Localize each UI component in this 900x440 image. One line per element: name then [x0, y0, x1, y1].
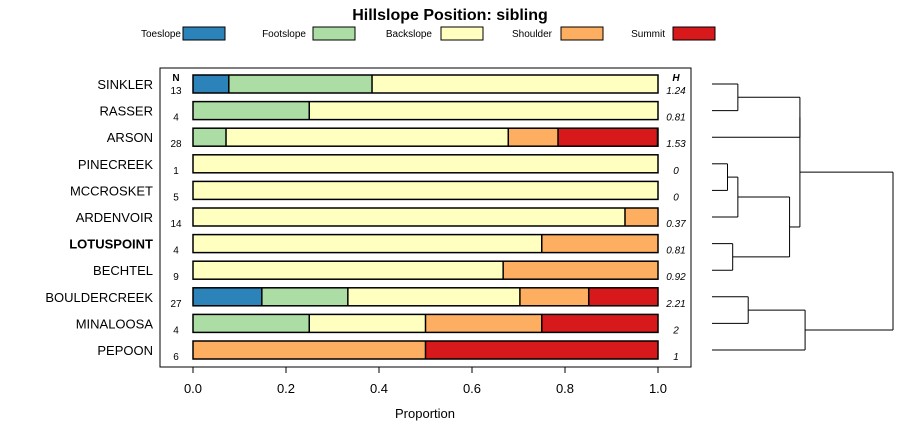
- bar-outline-mccrosket: [192, 180, 659, 201]
- n-value-rasser: 4: [173, 113, 179, 124]
- bar-outline-rasser: [192, 100, 659, 121]
- legend-swatch-footslope: [312, 26, 356, 41]
- h-value-minaloosa: 2: [672, 325, 679, 336]
- row-label-sinkler: SINKLER: [97, 77, 153, 92]
- bar-rasser-backslope: [309, 101, 658, 120]
- bar-mccrosket-backslope: [193, 181, 658, 200]
- bar-ardenvoir-backslope: [193, 208, 625, 226]
- plot-panel: [159, 67, 692, 368]
- bar-pepoon-summit: [425, 341, 658, 359]
- legend-label-toeslope: Toeslope: [141, 29, 181, 40]
- bar-bechtel-backslope: [193, 261, 504, 280]
- n-value-ardenvoir: 14: [170, 219, 182, 230]
- bar-sinkler-toeslope: [193, 75, 229, 93]
- bar-minaloosa-footslope: [193, 314, 310, 333]
- bar-outline-pinecreek: [192, 154, 659, 174]
- h-value-bouldercreek: 2.21: [665, 299, 685, 310]
- n-value-arson: 28: [170, 139, 182, 150]
- bar-pepoon-shoulder: [193, 341, 426, 359]
- row-label-arson: ARSON: [107, 130, 153, 145]
- x-tick-label-3: 0.6: [463, 381, 481, 396]
- x-tick-label-5: 1.0: [649, 381, 667, 396]
- bar-arson-backslope: [226, 128, 509, 147]
- row-label-lotuspoint: LOTUSPOINT: [69, 237, 153, 252]
- bar-outline-bouldercreek: [192, 287, 659, 307]
- n-header: N: [172, 73, 179, 84]
- n-value-sinkler: 13: [170, 86, 182, 97]
- bar-ardenvoir-shoulder: [624, 208, 658, 226]
- bar-pinecreek-backslope: [193, 154, 658, 173]
- n-value-pepoon: 6: [173, 352, 179, 363]
- bar-outline-sinkler: [192, 74, 659, 94]
- bar-bechtel-shoulder: [503, 261, 658, 280]
- bar-outline-bechtel: [192, 260, 659, 280]
- row-label-bechtel: BECHTEL: [93, 263, 153, 278]
- bar-outline-ardenvoir: [192, 207, 659, 227]
- h-value-lotuspoint: 0.81: [666, 246, 685, 257]
- h-value-bechtel: 0.92: [666, 272, 686, 283]
- h-value-ardenvoir: 0.37: [666, 219, 686, 230]
- bar-lotuspoint-shoulder: [541, 234, 658, 253]
- row-label-bouldercreek: BOULDERCREEK: [45, 290, 153, 305]
- bar-bouldercreek-summit: [588, 287, 658, 306]
- bar-sinkler-footslope: [228, 75, 373, 93]
- x-tick-label-1: 0.2: [277, 381, 295, 396]
- n-value-mccrosket: 5: [173, 192, 179, 203]
- legend-swatch-summit: [672, 26, 716, 41]
- legend-label-summit: Summit: [631, 29, 665, 40]
- bar-lotuspoint-backslope: [193, 234, 542, 253]
- legend-label-shoulder: Shoulder: [512, 29, 553, 40]
- bar-bouldercreek-shoulder: [519, 287, 589, 306]
- bar-minaloosa-backslope: [309, 314, 426, 333]
- chart-title: Hillslope Position: sibling: [352, 7, 548, 24]
- bar-minaloosa-summit: [541, 314, 658, 333]
- legend-label-footslope: Footslope: [262, 29, 306, 40]
- x-tick-label-0: 0.0: [184, 381, 202, 396]
- bar-bouldercreek-footslope: [261, 287, 348, 306]
- x-tick-label-2: 0.4: [370, 381, 388, 396]
- h-header: H: [672, 73, 680, 84]
- row-label-pinecreek: PINECREEK: [78, 157, 153, 172]
- bar-bouldercreek-toeslope: [193, 287, 262, 306]
- h-value-pepoon: 1: [673, 352, 679, 363]
- row-label-rasser: RASSER: [100, 104, 153, 119]
- bar-arson-footslope: [193, 128, 227, 147]
- n-value-lotuspoint: 4: [173, 246, 179, 257]
- row-label-ardenvoir: ARDENVOIR: [76, 210, 153, 225]
- bar-outline-lotuspoint: [192, 233, 659, 254]
- h-value-rasser: 0.81: [666, 113, 685, 124]
- bar-minaloosa-shoulder: [425, 314, 542, 333]
- x-tick-label-4: 0.8: [556, 381, 574, 396]
- legend-swatch-shoulder: [560, 26, 604, 41]
- h-value-mccrosket: 0: [673, 192, 679, 203]
- bar-rasser-footslope: [193, 101, 310, 120]
- h-value-sinkler: 1.24: [666, 86, 686, 97]
- n-value-pinecreek: 1: [173, 166, 179, 177]
- n-value-bechtel: 9: [173, 272, 179, 283]
- legend-label-backslope: Backslope: [386, 29, 433, 40]
- bar-arson-summit: [558, 128, 658, 147]
- bar-bouldercreek-backslope: [347, 287, 520, 306]
- bar-sinkler-backslope: [372, 75, 658, 93]
- legend-swatch-toeslope: [182, 26, 226, 41]
- n-value-bouldercreek: 27: [170, 299, 182, 310]
- h-value-pinecreek: 0: [673, 166, 679, 177]
- n-value-minaloosa: 4: [173, 325, 179, 336]
- row-label-pepoon: PEPOON: [97, 343, 153, 358]
- row-label-minaloosa: MINALOOSA: [76, 316, 154, 331]
- h-value-arson: 1.53: [666, 139, 686, 150]
- x-axis-label: Proportion: [395, 406, 455, 421]
- legend-swatch-backslope: [440, 26, 484, 41]
- bar-arson-shoulder: [508, 128, 559, 147]
- row-label-mccrosket: MCCROSKET: [70, 183, 153, 198]
